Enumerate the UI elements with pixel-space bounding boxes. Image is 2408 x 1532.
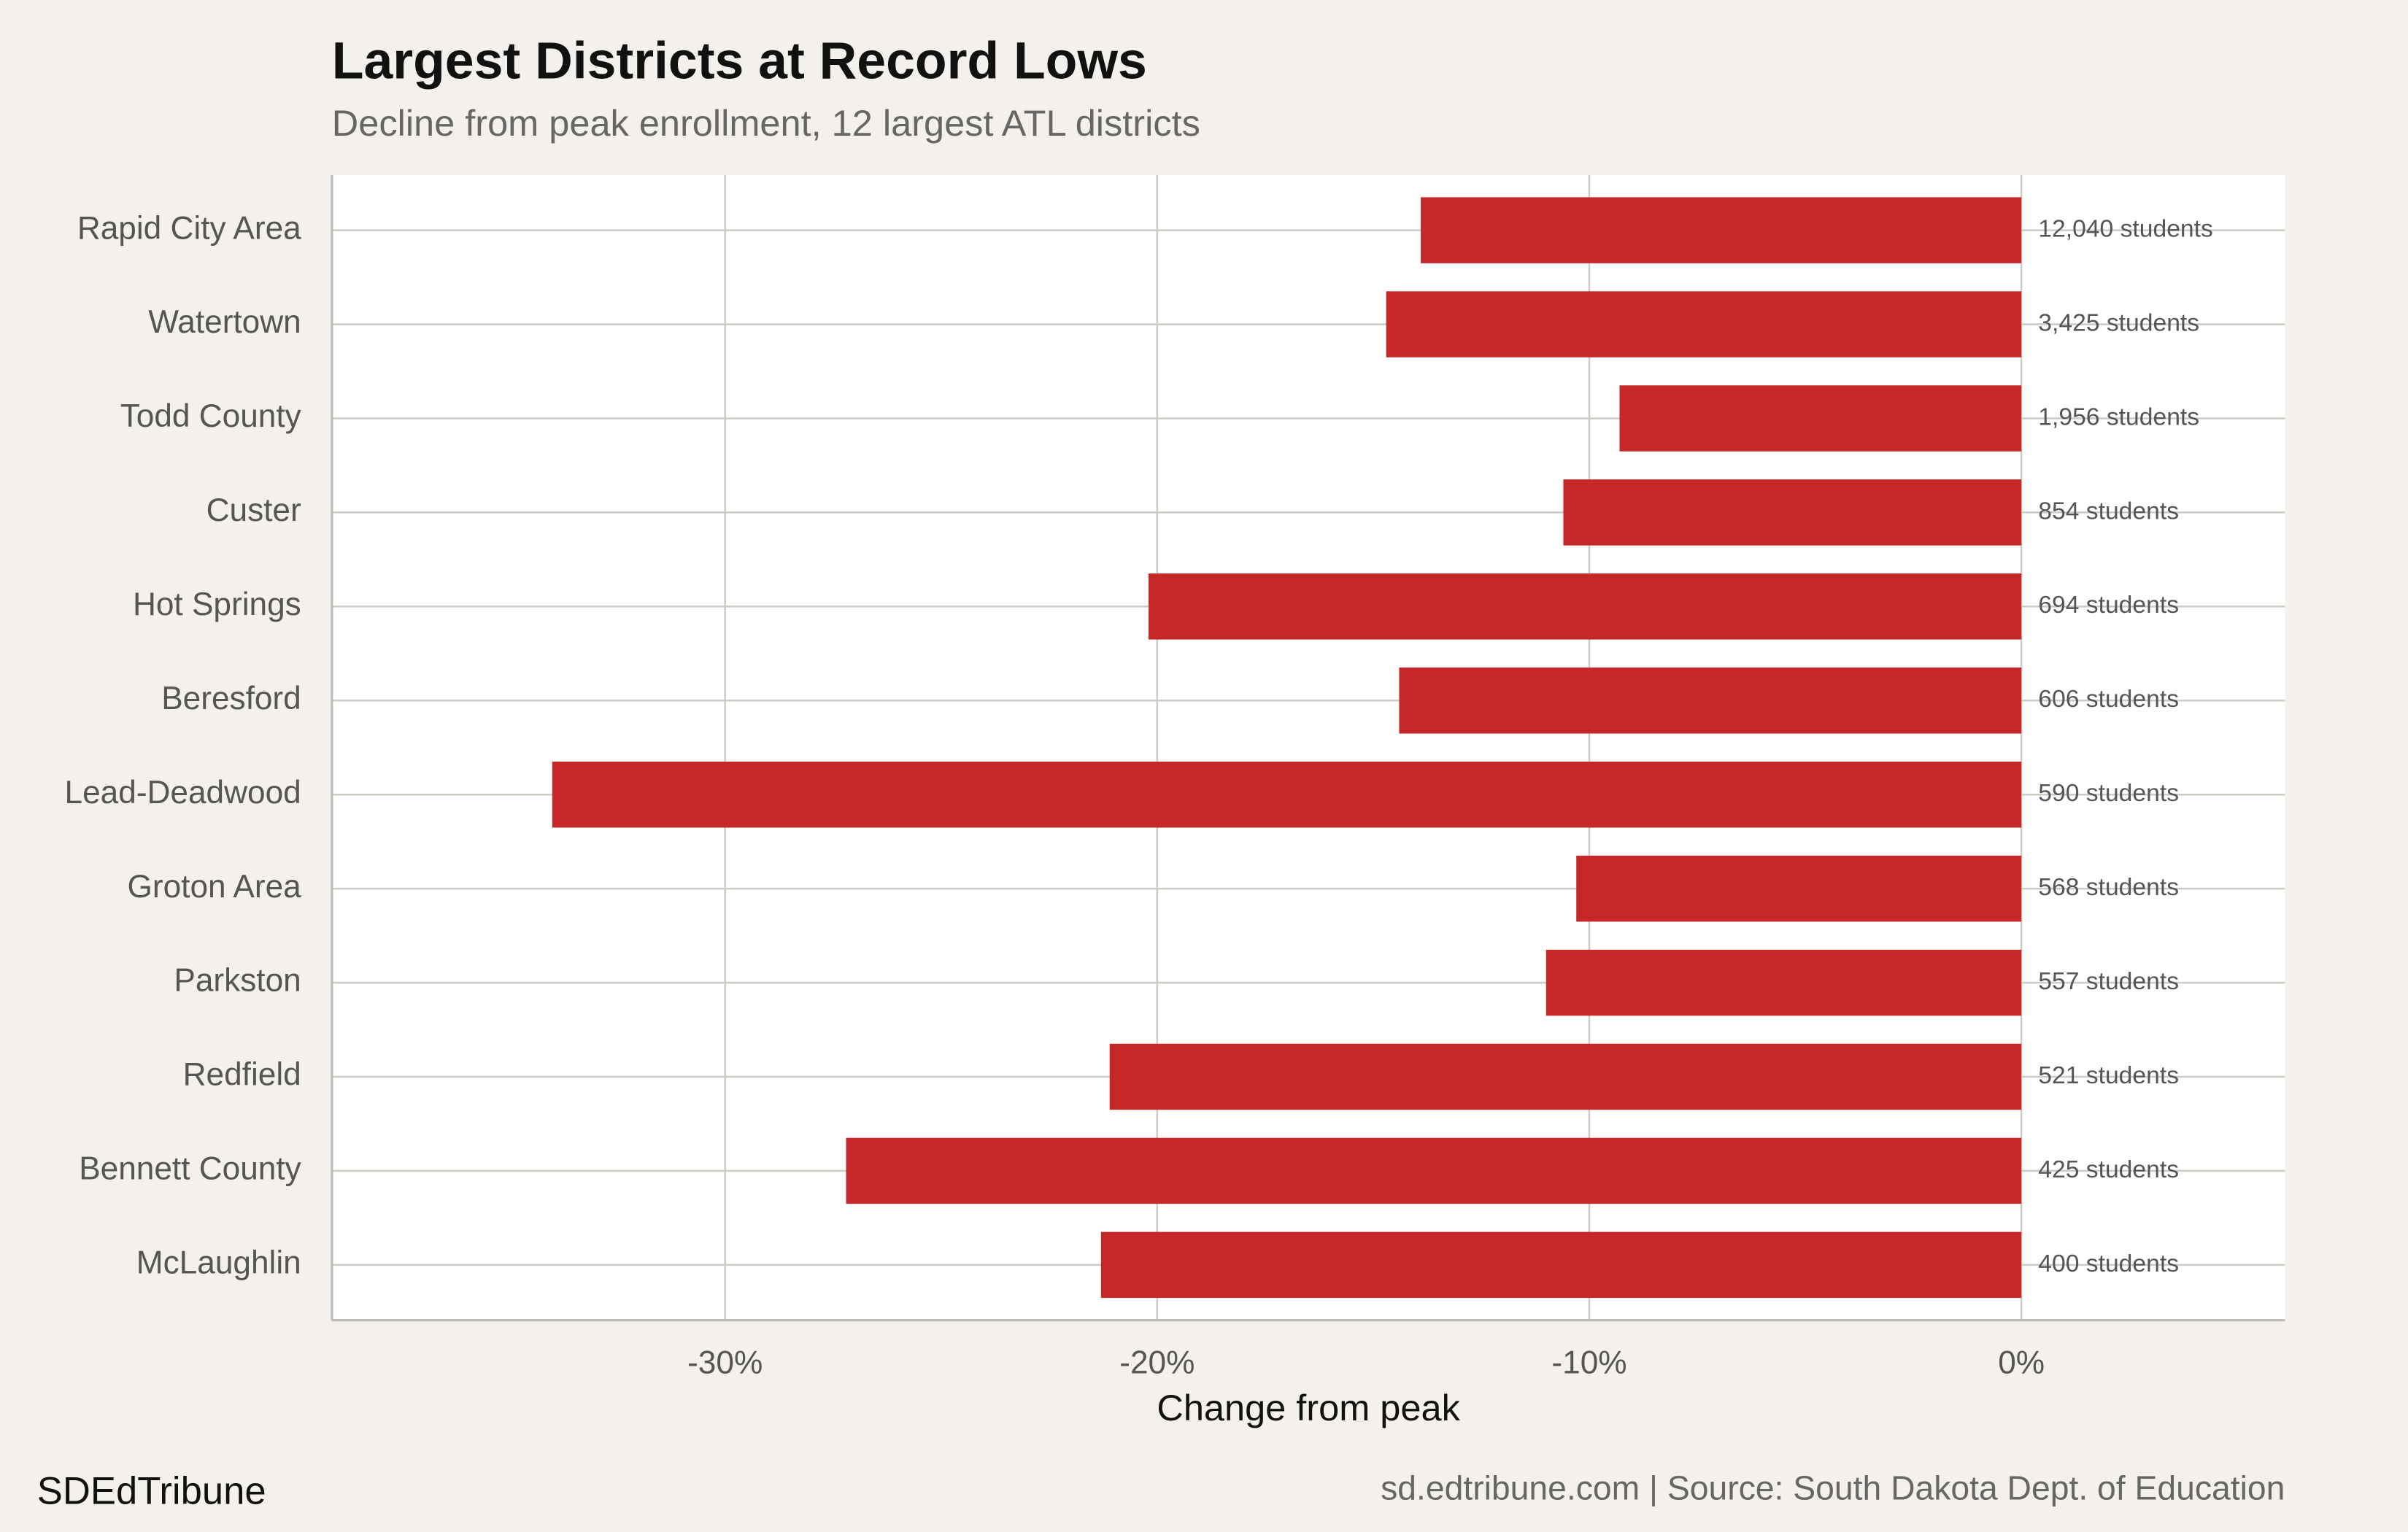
- bar: [1545, 949, 2022, 1016]
- y-tick-label: Hot Springs: [133, 587, 301, 622]
- y-tick-label: Watertown: [148, 304, 301, 340]
- y-tick-label: Custer: [207, 492, 301, 528]
- x-tick-label: -30%: [687, 1345, 763, 1380]
- y-tick-label: Beresford: [161, 681, 301, 716]
- bar: [1100, 1231, 2022, 1299]
- enrollment-label: 521 students: [2038, 1062, 2179, 1089]
- x-tick-label: -20%: [1119, 1345, 1195, 1380]
- bar: [552, 761, 2022, 828]
- y-tick-label: Bennett County: [79, 1151, 301, 1187]
- bar: [1421, 197, 2022, 263]
- bar: [1399, 668, 2022, 734]
- bar: [1576, 855, 2022, 922]
- enrollment-label: 425 students: [2038, 1156, 2179, 1183]
- enrollment-label: 568 students: [2038, 874, 2179, 901]
- enrollment-label: 590 students: [2038, 780, 2179, 807]
- y-tick-label: Rapid City Area: [77, 210, 301, 246]
- enrollment-label: 3,425 students: [2038, 309, 2199, 336]
- bars: [552, 197, 2022, 1299]
- bar: [1386, 291, 2022, 357]
- y-tick-label: Parkston: [174, 963, 301, 999]
- caption: sd.edtribune.com | Source: South Dakota …: [1381, 1469, 2285, 1506]
- bar: [846, 1137, 2022, 1204]
- y-tick-label: Redfield: [183, 1057, 301, 1093]
- enrollment-label: 12,040 students: [2038, 216, 2213, 243]
- x-tick-label: 0%: [1998, 1345, 2045, 1380]
- enrollment-label: 1,956 students: [2038, 403, 2199, 430]
- y-tick-label: Todd County: [120, 398, 301, 434]
- enrollment-label: 400 students: [2038, 1250, 2179, 1277]
- bar: [1563, 479, 2022, 546]
- enrollment-label: 694 students: [2038, 592, 2179, 619]
- enrollment-label: 557 students: [2038, 968, 2179, 995]
- enrollment-label: 854 students: [2038, 498, 2179, 525]
- y-tick-label: Groton Area: [128, 869, 302, 905]
- x-tick-label: -10%: [1551, 1345, 1626, 1380]
- x-axis-title: Change from peak: [1157, 1387, 1460, 1428]
- bar: [1619, 385, 2022, 452]
- chart-subtitle: Decline from peak enrollment, 12 largest…: [332, 102, 1200, 144]
- bar: [1109, 1043, 2022, 1110]
- plot-panel: [331, 174, 2285, 1320]
- y-tick-label: McLaughlin: [136, 1245, 301, 1281]
- enrollment-label: 606 students: [2038, 686, 2179, 713]
- bar: [1148, 573, 2022, 640]
- brand: SDEdTribune: [37, 1469, 266, 1512]
- y-tick-label: Lead-Deadwood: [65, 775, 301, 811]
- chart-title: Largest Districts at Record Lows: [332, 31, 1147, 90]
